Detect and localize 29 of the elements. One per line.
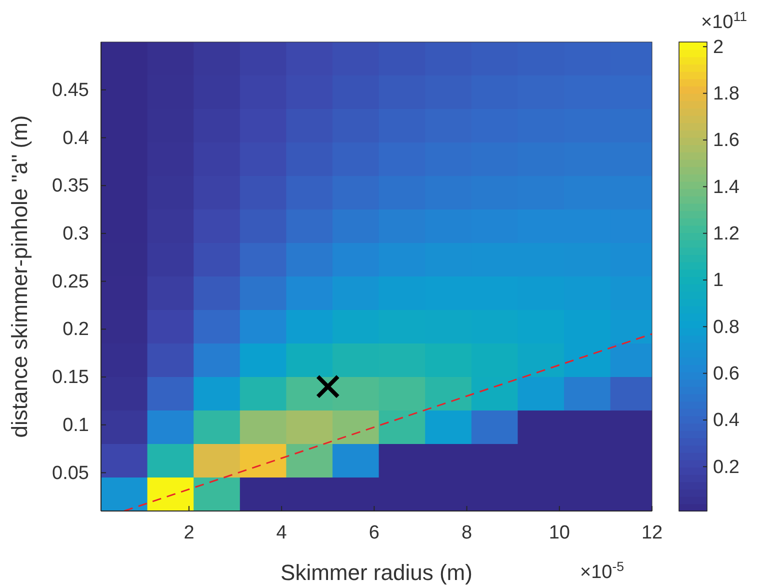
y-tick-label: 0.2	[62, 319, 89, 340]
text: ×10$^{-5}$	[580, 558, 624, 583]
color-bar-label: 1.2	[713, 223, 740, 244]
y-tick-label: 0.15	[52, 367, 89, 388]
color-bar-label: 1.4	[713, 176, 740, 198]
y-tick-label: 0.45	[52, 80, 89, 101]
text: ×10$^{11}$	[701, 8, 748, 33]
y-tick-label: 0.4	[62, 128, 90, 149]
color-bar-label: 0.6	[713, 363, 740, 384]
y-tick-label: 0.3	[62, 224, 89, 245]
x-axis-title: Skimmer radius (m)	[280, 560, 472, 585]
y-tick-label: 0.35	[52, 176, 89, 197]
color-bar-label: 0.4	[713, 410, 740, 432]
color-bar-label: 1	[713, 270, 724, 292]
x-tick-label: 12	[641, 522, 663, 544]
x-tick-label: 6	[368, 522, 380, 544]
x-tick-label: 8	[462, 522, 472, 544]
y-tick-label: 0.1	[62, 414, 89, 436]
color-bar-label: 0.8	[713, 316, 740, 338]
color-bar-label: 0.2	[713, 456, 740, 478]
color-bar-label: 2	[713, 36, 724, 58]
y-tick-label: 0.05	[52, 462, 89, 484]
color-bar-label: 1.8	[713, 83, 740, 104]
x-tick-label: 2	[184, 522, 194, 544]
x-tick-label: 10	[548, 522, 570, 544]
y-tick-label: 0.25	[52, 271, 89, 292]
x-tick-label: 4	[276, 522, 288, 544]
color-bar-label: 1.6	[713, 130, 740, 152]
y-axis-title: distance skimmer-pinhole "a" (m)	[7, 115, 32, 438]
